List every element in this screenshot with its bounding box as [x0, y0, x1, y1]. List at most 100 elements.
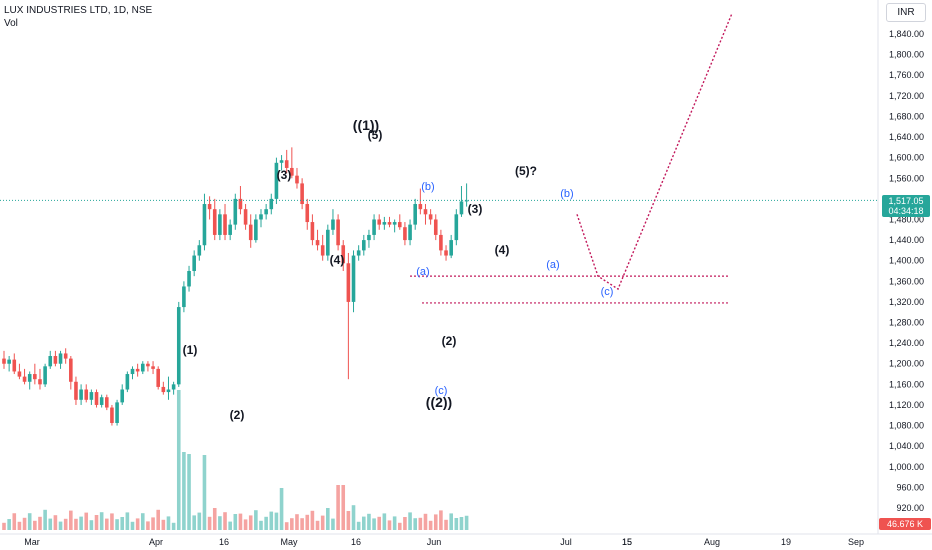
candle-body[interactable] — [331, 219, 335, 230]
candle-body[interactable] — [444, 250, 448, 256]
candle-body[interactable] — [320, 245, 325, 256]
candle-body[interactable] — [269, 198, 274, 210]
candle-body[interactable] — [367, 234, 371, 241]
candle-body[interactable] — [99, 397, 104, 405]
candle-body[interactable] — [156, 368, 160, 387]
candle-body[interactable] — [326, 229, 330, 256]
candle-body[interactable] — [387, 222, 392, 225]
candle-body[interactable] — [94, 392, 99, 405]
candle-body[interactable] — [110, 407, 114, 423]
candle-body[interactable] — [377, 219, 382, 225]
candle-body[interactable] — [69, 358, 73, 382]
candle-body[interactable] — [315, 240, 320, 246]
currency-selector[interactable]: INR — [886, 3, 926, 22]
candle-body[interactable] — [454, 214, 459, 241]
candle-body[interactable] — [233, 198, 238, 225]
volume-bar — [12, 513, 17, 530]
candle-body[interactable] — [202, 204, 207, 246]
candle-body[interactable] — [336, 219, 340, 246]
candle-body[interactable] — [48, 356, 53, 367]
candle-body[interactable] — [228, 224, 232, 235]
candle-body[interactable] — [223, 214, 227, 235]
candle-body[interactable] — [403, 227, 407, 241]
candle-body[interactable] — [254, 219, 258, 241]
candle-body[interactable] — [176, 307, 181, 385]
volume-bar — [233, 514, 238, 530]
candle-body[interactable] — [346, 263, 351, 302]
candle-body[interactable] — [279, 160, 284, 163]
candle-body[interactable] — [125, 374, 130, 390]
candle-body[interactable] — [140, 363, 145, 372]
candle-body[interactable] — [79, 389, 83, 400]
candle-body[interactable] — [449, 240, 453, 256]
candle-body[interactable] — [146, 363, 150, 367]
candle-body[interactable] — [192, 255, 196, 271]
candle-body[interactable] — [408, 224, 412, 241]
candle-body[interactable] — [74, 381, 78, 400]
candle-body[interactable] — [105, 397, 109, 408]
candle-body[interactable] — [439, 234, 443, 251]
candle-body[interactable] — [295, 175, 299, 184]
candle-body[interactable] — [433, 219, 438, 235]
candle-body[interactable] — [290, 167, 294, 176]
candle-body[interactable] — [362, 240, 366, 251]
candle-body[interactable] — [197, 245, 202, 256]
y-tick-label: 1,640.00 — [889, 132, 924, 142]
candle-body[interactable] — [274, 162, 279, 199]
candle-body[interactable] — [392, 222, 397, 225]
candle-body[interactable] — [264, 209, 268, 215]
candle-body[interactable] — [2, 358, 6, 364]
candle-body[interactable] — [305, 204, 310, 223]
candle-body[interactable] — [22, 376, 27, 382]
candle-body[interactable] — [397, 222, 402, 228]
candle-body[interactable] — [17, 371, 22, 377]
candle-body[interactable] — [53, 356, 58, 364]
candle-body[interactable] — [413, 204, 417, 225]
candle-body[interactable] — [182, 286, 186, 308]
candle-body[interactable] — [284, 160, 289, 168]
candle-body[interactable] — [351, 255, 356, 302]
candle-body[interactable] — [300, 183, 304, 205]
candle-body[interactable] — [187, 271, 191, 287]
candle-body[interactable] — [43, 366, 47, 385]
candle-body[interactable] — [27, 374, 32, 382]
candle-body[interactable] — [151, 366, 155, 369]
candle-body[interactable] — [238, 198, 243, 210]
volume-bar — [248, 515, 253, 530]
candle-body[interactable] — [58, 353, 63, 364]
candle-body[interactable] — [423, 209, 428, 215]
candle-body[interactable] — [135, 368, 140, 372]
candle-body[interactable] — [218, 214, 222, 235]
candle-body[interactable] — [248, 224, 253, 241]
candle-body[interactable] — [207, 204, 212, 210]
candle-body[interactable] — [310, 222, 315, 241]
volume-bar — [341, 485, 346, 530]
candle-body[interactable] — [341, 245, 346, 264]
volume-bar — [69, 510, 73, 530]
candle-body[interactable] — [7, 359, 11, 364]
candle-body[interactable] — [464, 200, 469, 202]
candle-body[interactable] — [63, 353, 68, 359]
y-tick-label: 1,120.00 — [889, 400, 924, 410]
candle-body[interactable] — [120, 389, 125, 403]
candle-body[interactable] — [130, 368, 135, 375]
candle-body[interactable] — [33, 374, 37, 380]
candle-body[interactable] — [418, 204, 423, 210]
candle-body[interactable] — [161, 386, 166, 393]
candle-body[interactable] — [259, 214, 263, 220]
candle-body[interactable] — [89, 392, 94, 400]
candle-body[interactable] — [171, 384, 176, 390]
candle-body[interactable] — [84, 389, 89, 400]
candle-body[interactable] — [243, 209, 248, 225]
candle-body[interactable] — [382, 222, 387, 225]
candle-body[interactable] — [428, 214, 433, 220]
candle-body[interactable] — [212, 209, 217, 235]
candle-body[interactable] — [166, 389, 171, 393]
candle-body[interactable] — [356, 250, 361, 256]
candle-body[interactable] — [372, 219, 376, 235]
candle-body[interactable] — [38, 379, 42, 385]
candle-body[interactable] — [115, 402, 119, 423]
candle-body[interactable] — [459, 201, 464, 215]
candle-body[interactable] — [12, 359, 17, 372]
